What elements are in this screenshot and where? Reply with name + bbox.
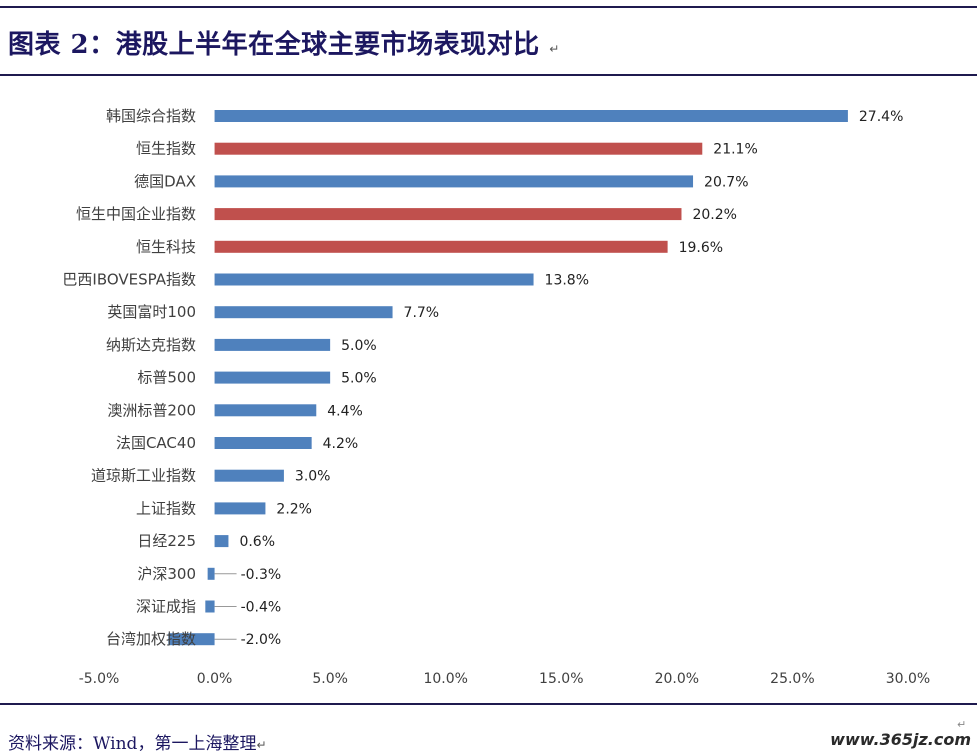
data-label: 4.2%: [323, 436, 359, 452]
bar: [207, 567, 215, 580]
category-label: 法国CAC40: [116, 434, 196, 452]
bar: [214, 437, 312, 449]
data-label: 21.1%: [713, 142, 757, 158]
source-text: 资料来源：Wind，第一上海整理: [8, 734, 257, 754]
data-label: 5.0%: [341, 371, 377, 387]
data-label: 20.2%: [692, 207, 736, 223]
category-label: 恒生科技: [136, 238, 196, 256]
x-tick-label: -5.0%: [79, 671, 120, 687]
bar: [214, 110, 848, 122]
page-title: 图表 2：港股上半年在全球主要市场表现对比 ↵: [8, 24, 560, 61]
x-tick-label: 30.0%: [886, 671, 930, 687]
x-tick-label: 5.0%: [312, 671, 348, 687]
bar: [214, 240, 668, 253]
bar: [214, 175, 694, 188]
bar: [214, 142, 703, 155]
data-label: 7.7%: [404, 305, 440, 321]
bar: [168, 633, 215, 646]
category-label: 澳洲标普200: [107, 401, 196, 419]
bar-chart: 韩国综合指数 27.4% 恒生指数 21.1% 德国DAX 20.7% 恒生中国企业指数 20…: [62, 107, 930, 687]
bar: [214, 469, 284, 482]
x-tick-label: 10.0%: [423, 671, 467, 687]
data-label: 0.6%: [239, 534, 275, 550]
category-label: 深证成指: [136, 598, 196, 616]
bar: [214, 338, 331, 351]
category-label: 道琼斯工业指数: [91, 467, 196, 485]
chart-layer: 韩国综合指数 27.4% 恒生指数 21.1% 德国DAX 20.7% 恒生中国企业指数 20…: [62, 107, 930, 687]
title-text: 图表 2：港股上半年在全球主要市场表现对比: [8, 30, 540, 60]
x-tick-label: 0.0%: [197, 671, 233, 687]
paragraph-mark-icon: ↵: [256, 738, 267, 752]
bar: [214, 502, 266, 515]
x-tick-label: 15.0%: [539, 671, 583, 687]
category-label: 台湾加权指数: [106, 630, 196, 648]
data-label: 19.6%: [679, 240, 723, 256]
category-label: 德国DAX: [134, 172, 196, 190]
chart-paragraph-mark-icon: ↵: [957, 718, 967, 731]
category-label: 英国富时100: [107, 303, 196, 321]
category-label: 日经225: [137, 532, 196, 550]
data-label: -0.3%: [241, 567, 282, 583]
x-tick-label: 25.0%: [770, 671, 814, 687]
category-label: 恒生中国企业指数: [76, 205, 196, 223]
data-label: -2.0%: [241, 632, 282, 648]
data-label: 27.4%: [859, 109, 903, 125]
category-label: 巴西IBOVESPA指数: [62, 271, 196, 289]
data-label: 13.8%: [545, 273, 589, 289]
data-label: 4.4%: [327, 403, 363, 419]
category-label: 纳斯达克指数: [106, 336, 196, 354]
title-rule: [0, 74, 977, 76]
category-label: 上证指数: [136, 499, 196, 517]
data-label: 5.0%: [341, 338, 377, 354]
watermark: www.365jz.com: [830, 730, 971, 749]
x-tick-label: 20.0%: [655, 671, 699, 687]
data-label: 3.0%: [295, 469, 331, 485]
category-label: 恒生指数: [136, 140, 196, 158]
bar: [214, 306, 393, 319]
bar: [214, 404, 317, 417]
category-label: 韩国综合指数: [106, 107, 196, 125]
bar: [214, 273, 534, 286]
bottom-rule: [0, 703, 977, 705]
bar: [214, 208, 682, 221]
paragraph-mark-icon: ↵: [549, 42, 560, 56]
top-rule: [0, 6, 977, 8]
bar: [214, 535, 229, 548]
source-note: 资料来源：Wind，第一上海整理↵: [8, 729, 267, 754]
data-label: 2.2%: [276, 501, 312, 517]
category-label: 标普500: [137, 369, 196, 387]
bar: [214, 371, 331, 384]
data-label: -0.4%: [241, 600, 282, 616]
category-label: 沪深300: [137, 565, 196, 583]
data-label: 20.7%: [704, 174, 748, 190]
bar: [205, 600, 215, 613]
